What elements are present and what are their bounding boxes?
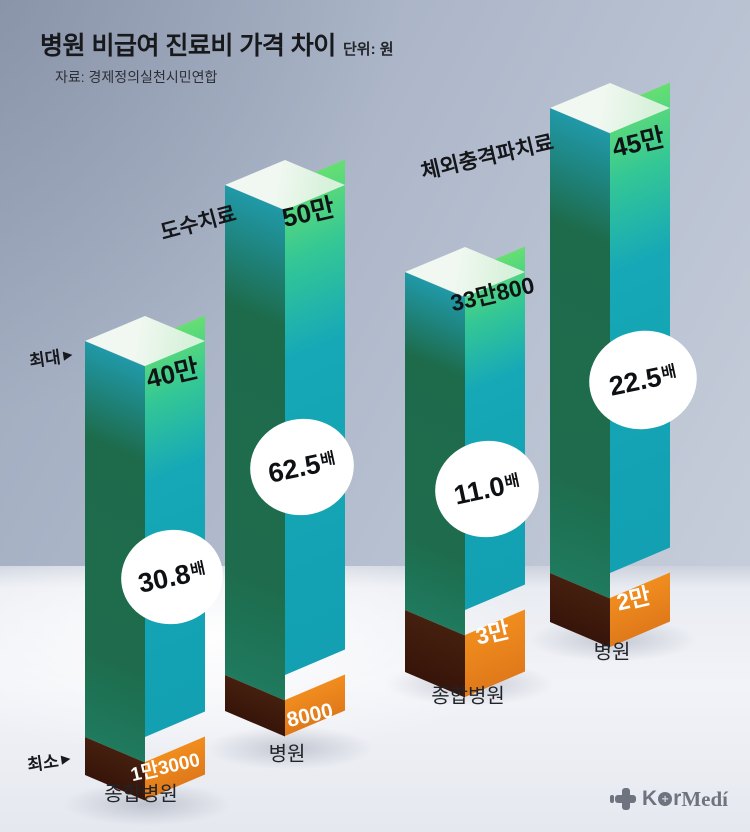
bar2-hospital-label: 병원 [268,743,306,766]
bar2-right-face [285,159,345,676]
kormedi-logo: K + r Medí [610,786,728,812]
unit-label: 단위: 원 [343,41,394,58]
page-title: 병원 비급여 진료비 가격 차이 [40,32,336,60]
bar4-ratio-value: 22.5 [606,361,665,402]
bar1-hospital-label: 종합병원 [104,783,178,806]
arrow-right-icon: ▶ [60,750,72,766]
source-label: 자료: 경제정의실천시민연합 [55,69,218,85]
kormedi-logo-text: K + r Medí [642,787,728,812]
bar3-ratio-value: 11.0 [451,470,508,511]
logo-plus-icon: + [658,792,673,806]
logo-cross-vertical [622,788,630,810]
logo-medi-text: Medí [681,786,729,811]
arrow-right-icon: ▶ [62,346,74,362]
bar1-ratio-value: 30.8 [135,558,194,599]
logo-notch [610,795,614,803]
annotation-max-label: 최대 [28,347,62,371]
bar4-hospital-label: 병원 [593,641,631,664]
logo-letter-k: K [642,787,658,810]
logo-letter-r: r [673,787,682,810]
bar3-hospital-label: 종합병원 [431,685,505,708]
bar2-ratio-value: 62.5 [265,448,324,489]
kormedi-cross-icon [610,786,636,812]
annotation-min-label: 최소 [26,751,60,775]
